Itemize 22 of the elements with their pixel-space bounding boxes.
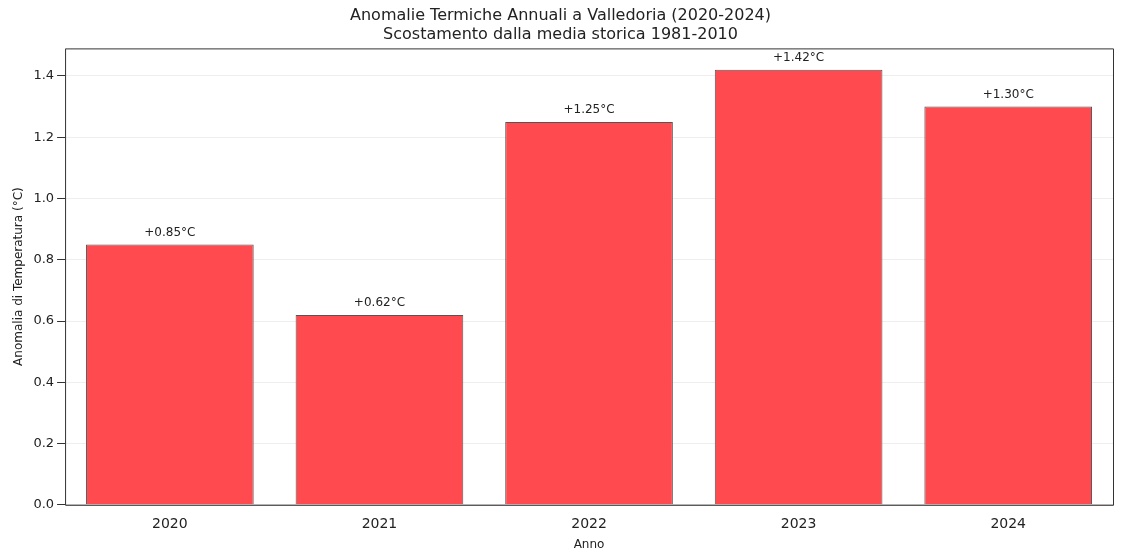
y-tick-label: 0.0 xyxy=(33,496,55,512)
data-label: +1.30°C xyxy=(982,86,1034,101)
data-label: +0.85°C xyxy=(144,224,196,239)
data-label: +1.42°C xyxy=(773,49,825,64)
chart-title: Anomalie Termiche Annuali a Valledoria (2020-2024) xyxy=(349,4,772,24)
x-tick-label: 2022 xyxy=(571,514,607,531)
x-tick-label: 2020 xyxy=(152,514,188,531)
y-axis-title: Anomalia di Temperatura (°C) xyxy=(11,187,26,366)
data-label: +0.62°C xyxy=(353,295,406,310)
chart-subtitle: Scostamento dalla media storica 1981-2010 xyxy=(383,23,738,43)
x-tick-label: 2023 xyxy=(780,514,817,531)
x-tick-label: 2021 xyxy=(361,514,398,531)
y-tick-label: 0.8 xyxy=(33,251,55,267)
y-tick-label: 0.4 xyxy=(33,373,55,389)
y-tick-label: 1.0 xyxy=(33,189,55,205)
y-tick-label: 0.6 xyxy=(33,312,55,328)
y-tick-label: 1.2 xyxy=(33,128,55,144)
y-tick-label: 1.4 xyxy=(33,67,55,83)
y-tick-label: 0.2 xyxy=(33,434,55,450)
x-tick-label: 2024 xyxy=(990,514,1027,531)
x-axis-title: Anno xyxy=(573,536,605,551)
data-label: +1.25°C xyxy=(563,102,615,117)
